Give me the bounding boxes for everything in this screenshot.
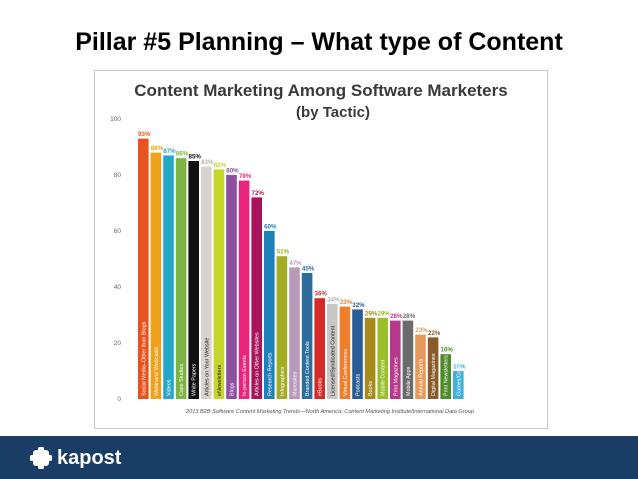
- slide-title: Pillar #5 Planning – What type of Conten…: [75, 28, 563, 56]
- value-label: 86%: [176, 151, 189, 158]
- category-label: eBooks: [318, 378, 324, 396]
- bar: [453, 371, 464, 399]
- category-label: Research Reports: [267, 352, 273, 396]
- value-label: 16%: [441, 347, 454, 354]
- category-label: Digital Magazines: [431, 353, 437, 396]
- category-label: Branded Content Tools: [305, 341, 311, 396]
- bar: [238, 180, 250, 399]
- value-label: 83%: [201, 159, 214, 166]
- value-label: 85%: [189, 154, 202, 161]
- category-label: Games/Gamification: [456, 347, 462, 396]
- value-label: 29%: [378, 310, 391, 317]
- bar: [352, 309, 363, 399]
- bar: [163, 155, 174, 399]
- value-label: 10%: [453, 364, 466, 371]
- bar: [402, 320, 414, 399]
- category-label: Licensed/Syndicated Content: [330, 325, 336, 396]
- value-label: 82%: [214, 162, 227, 169]
- value-label: 88%: [151, 145, 164, 152]
- bar: [301, 273, 313, 399]
- bar: [339, 306, 351, 399]
- bars-group: 93% Social Media–Other than Blogs 88% Webin…: [138, 131, 466, 399]
- category-label: Annual Reports: [419, 359, 425, 396]
- value-label: 23%: [415, 327, 428, 334]
- y-tick-label: 80: [114, 172, 122, 179]
- value-label: 45%: [302, 266, 315, 273]
- chart-source: 2013 B2B Software Content Marketing Tren…: [185, 409, 474, 415]
- value-label: 34%: [327, 296, 340, 303]
- bar: [251, 197, 262, 399]
- category-label: Microsites: [293, 371, 299, 396]
- y-tick-label: 100: [110, 116, 121, 123]
- category-label: Webinars/ Webcasts: [154, 346, 160, 396]
- bar: [138, 138, 149, 399]
- y-tick-label: 40: [114, 284, 122, 291]
- value-label: 72%: [252, 190, 265, 197]
- category-label: Mobile Content: [381, 359, 387, 396]
- chart-subtitle: (by Tactic): [296, 104, 370, 121]
- category-label: Mobile Apps: [406, 366, 412, 396]
- category-label: Podcasts: [356, 374, 362, 396]
- bar: [289, 267, 300, 399]
- bar: [440, 354, 451, 399]
- value-label: 93%: [138, 131, 151, 138]
- category-label: Articles on Other Websites: [255, 332, 261, 396]
- value-label: 29%: [365, 310, 378, 317]
- bar: [213, 169, 225, 399]
- category-label: Case Studies: [179, 364, 185, 396]
- bar: [314, 298, 325, 399]
- brand-name: kapost: [57, 446, 122, 469]
- value-label: 22%: [428, 330, 441, 337]
- category-label: Infographics: [280, 366, 286, 396]
- bar: [264, 231, 275, 399]
- bar-chart: Content Marketing Among Software Markete…: [110, 81, 508, 415]
- bar: [364, 317, 376, 399]
- chart-title: Content Marketing Among Software Markete…: [134, 81, 507, 100]
- category-label: Articles on Your Website: [204, 338, 210, 396]
- value-label: 60%: [264, 224, 277, 231]
- value-label: 28%: [403, 313, 416, 320]
- kapost-logo-icon: [30, 447, 52, 469]
- brand-logo: kapost: [30, 446, 121, 470]
- bar: [188, 161, 199, 399]
- category-label: Videos: [167, 379, 173, 396]
- value-label: 32%: [352, 302, 365, 309]
- category-label: Print Newsletters: [444, 355, 450, 396]
- value-label: 80%: [226, 168, 239, 175]
- bar: [201, 166, 212, 399]
- value-label: 36%: [315, 291, 328, 298]
- chart-frame: Content Marketing Among Software Markete…: [94, 70, 548, 429]
- category-label: White Papers: [192, 363, 198, 396]
- bar: [175, 158, 187, 399]
- bar: [150, 152, 162, 399]
- bar: [415, 334, 426, 399]
- category-label: Books: [368, 381, 374, 396]
- bar: [390, 320, 401, 399]
- y-tick-label: 0: [117, 396, 121, 403]
- value-label: 78%: [239, 173, 252, 180]
- value-label: 33%: [340, 299, 353, 306]
- value-label: 51%: [277, 249, 290, 256]
- category-label: eNewsletters: [217, 365, 223, 396]
- bar: [226, 175, 237, 399]
- category-label: In-person Events: [242, 355, 248, 396]
- y-axis: 0 20 40 60 80 100: [110, 116, 121, 403]
- y-tick-label: 20: [114, 340, 122, 347]
- bar: [276, 256, 288, 399]
- category-label: Virtual Conferences: [343, 348, 349, 396]
- footer-bar: [0, 436, 638, 479]
- bar: [377, 317, 388, 399]
- category-label: Blogs: [230, 382, 236, 396]
- y-tick-label: 60: [114, 228, 122, 235]
- category-label: Social Media–Other than Blogs: [141, 321, 147, 396]
- category-label: Print Magazines: [393, 357, 399, 396]
- value-label: 47%: [289, 260, 302, 267]
- value-label: 87%: [163, 148, 176, 155]
- bar: [327, 303, 338, 399]
- value-label: 28%: [390, 313, 403, 320]
- bar: [427, 337, 439, 399]
